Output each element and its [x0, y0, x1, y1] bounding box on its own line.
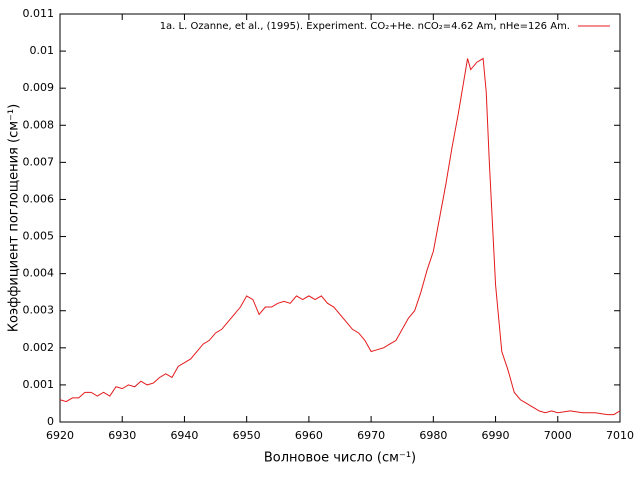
y-tick-label: 0.003	[23, 304, 55, 317]
plot-border	[59, 13, 621, 423]
y-tick-label: 0.004	[23, 267, 55, 280]
x-tick-label: 6990	[482, 429, 510, 442]
data-line	[59, 57, 621, 416]
y-tick-label: 0.001	[23, 378, 55, 391]
x-tick-label: 6960	[295, 429, 323, 442]
y-tick-label: 0.006	[23, 192, 55, 205]
x-axis-label: Волновое число (см⁻¹)	[264, 451, 416, 466]
x-tick-label: 6970	[357, 429, 385, 442]
y-tick-label: 0.008	[23, 118, 55, 131]
x-tick-label: 6930	[108, 429, 136, 442]
x-tick-label: 6940	[170, 429, 198, 442]
x-tick-label: 6980	[419, 429, 447, 442]
legend-label: 1a. L. Ozanne, et al., (1995). Experimen…	[160, 21, 570, 32]
x-tick-label: 6950	[233, 429, 261, 442]
x-tick-label: 7000	[544, 429, 572, 442]
y-tick-label: 0.002	[23, 341, 55, 354]
x-tick-label: 6920	[46, 429, 74, 442]
x-tick-label: 7010	[606, 429, 634, 442]
y-tick-label: 0.007	[23, 155, 55, 168]
y-tick-label: 0	[47, 415, 54, 428]
y-tick-label: 0.005	[23, 230, 55, 243]
y-tick-label: 0.01	[30, 44, 55, 57]
y-axis-label: Коэффициент поглощения (см⁻¹)	[7, 104, 22, 332]
y-tick-label: 0.009	[23, 81, 55, 94]
y-tick-label: 0.011	[23, 7, 55, 20]
